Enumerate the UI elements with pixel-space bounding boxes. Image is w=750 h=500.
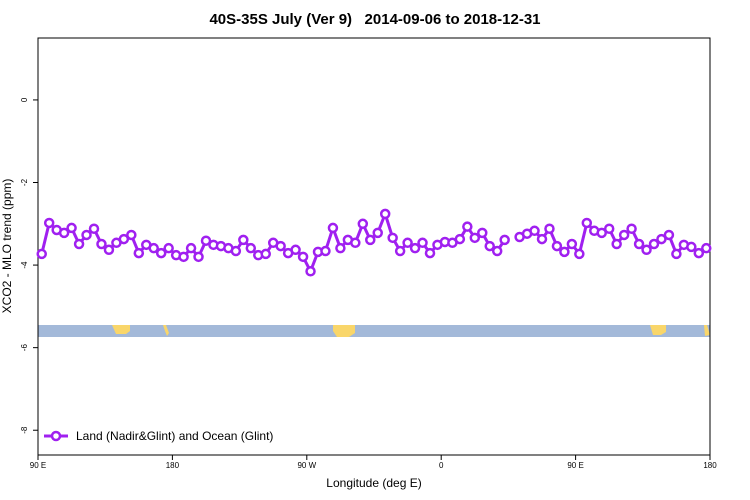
- data-point: [103, 244, 115, 256]
- data-point: [409, 242, 421, 254]
- plot-frame: [37, 37, 711, 456]
- data-point: [275, 240, 286, 252]
- data-point: [260, 248, 271, 260]
- data-point: [581, 217, 593, 229]
- data-point: [417, 237, 428, 249]
- data-point: [96, 238, 107, 250]
- y-tick-label: -2: [20, 178, 29, 186]
- data-point: [148, 242, 159, 254]
- y-tick-label: -6: [20, 344, 29, 352]
- data-point: [618, 229, 630, 241]
- chart-title: 40S-35S July (Ver 9) 2014-09-06 to 2018-…: [209, 11, 540, 28]
- data-point: [66, 222, 77, 234]
- data-point: [320, 245, 331, 257]
- data-point: [626, 223, 637, 234]
- data-point: [36, 248, 47, 260]
- data-point: [701, 242, 712, 254]
- data-point: [663, 229, 675, 241]
- data-point: [245, 242, 257, 254]
- data-point: [238, 234, 249, 246]
- data-point: [671, 248, 682, 260]
- data-point: [574, 248, 585, 260]
- data-point: [178, 251, 189, 263]
- data-point: [379, 208, 391, 220]
- data-point: [327, 222, 339, 234]
- data-point: [88, 223, 100, 234]
- data-point: [73, 238, 85, 250]
- data-point: [648, 238, 660, 250]
- data-point: [200, 235, 212, 246]
- data-point: [536, 233, 548, 245]
- data-point: [462, 221, 473, 232]
- data-point: [387, 232, 398, 244]
- y-axis-label: XCO2 - MLO trend (ppm): [0, 179, 14, 314]
- data-point: [163, 242, 174, 254]
- data-point: [118, 233, 130, 245]
- data-point: [477, 227, 488, 239]
- data-point: [603, 223, 615, 234]
- x-tick-label: 90 W: [297, 461, 316, 470]
- x-tick-label: 180: [166, 461, 180, 470]
- x-tick-label: 180: [703, 461, 717, 470]
- data-point: [297, 251, 309, 263]
- data-point: [529, 225, 540, 237]
- data-point: [230, 245, 242, 257]
- data-point: [305, 266, 316, 277]
- data-point: [185, 242, 197, 254]
- data-point: [491, 245, 503, 257]
- data-point: [686, 241, 697, 253]
- data-point: [290, 244, 301, 256]
- data-point: [566, 238, 578, 250]
- x-tick-label: 90 E: [567, 461, 583, 470]
- data-point: [58, 227, 70, 239]
- x-tick-label: 0: [439, 461, 444, 470]
- data-point: [155, 247, 167, 259]
- data-point: [693, 247, 705, 259]
- data-point: [641, 244, 652, 256]
- data-point: [133, 247, 145, 259]
- data-point: [365, 234, 376, 246]
- data-point: [394, 245, 406, 257]
- legend-label: Land (Nadir&Glint) and Ocean (Glint): [76, 429, 273, 443]
- y-tick-label: -4: [20, 261, 29, 269]
- data-point: [402, 237, 413, 249]
- data-point: [499, 234, 510, 246]
- data-point: [596, 227, 607, 239]
- data-point: [484, 240, 495, 252]
- data-point: [544, 223, 555, 234]
- data-point: [559, 246, 570, 258]
- data-point: [424, 247, 436, 259]
- data-point: [469, 232, 481, 244]
- data-point: [81, 229, 92, 241]
- data-point: [357, 218, 369, 230]
- data-point: [551, 240, 563, 252]
- y-tick-label: -8: [20, 426, 29, 434]
- y-tick-label: 0: [20, 97, 29, 102]
- data-point: [372, 227, 383, 239]
- legend: Land (Nadir&Glint) and Ocean (Glint): [44, 429, 273, 443]
- data-point: [335, 242, 346, 254]
- data-point: [633, 238, 645, 250]
- x-axis-label: Longitude (deg E): [326, 476, 421, 490]
- data-point: [193, 251, 204, 263]
- data-point: [350, 237, 361, 249]
- data-point: [454, 233, 466, 245]
- data-point: [656, 233, 667, 245]
- data-point: [611, 238, 622, 250]
- x-tick-label: 90 E: [30, 461, 46, 470]
- data-point: [126, 229, 137, 241]
- data-point: [43, 217, 55, 229]
- map-strip: [38, 325, 710, 337]
